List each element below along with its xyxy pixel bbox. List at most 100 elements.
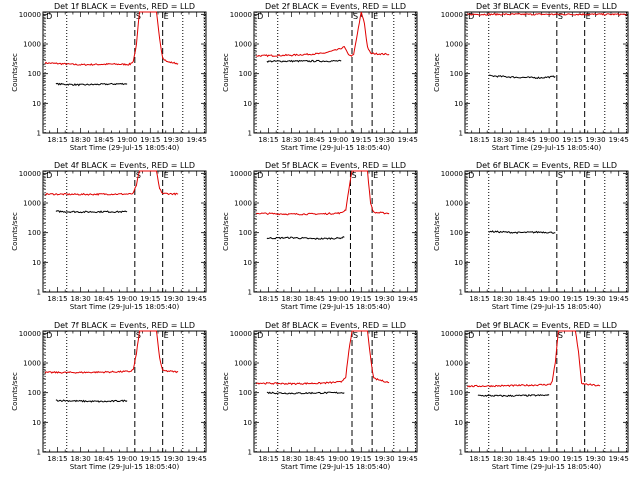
y-tick-label: 10000 [441,170,463,178]
panel-title: Det 7f BLACK = Events, RED = LLD [54,321,195,330]
x-tick-label: 19:15 [351,136,371,144]
x-tick-label: 19:30 [163,455,183,463]
panel-8: Det 8f BLACK = Events, RED = LLD 1 10 100 10… [222,321,418,471]
y-tick-label: 1 [459,289,463,297]
y-tick-label: 1000 [445,360,463,368]
y-tick-label: 10 [243,259,252,267]
y-tick-label: 100 [239,229,252,237]
x-axis-label: Start Time (29-Jul-15 18:05:40) [492,303,602,311]
x-tick-label: 19:45 [609,455,629,463]
x-tick-label: 19:15 [140,295,160,303]
x-tick-label: 18:30 [282,295,302,303]
panel-9: Det 9f BLACK = Events, RED = LLD 1 10 100 10… [433,321,629,471]
y-tick-label: 10000 [19,11,41,19]
y-tick-label: 100 [450,229,463,237]
marker-label-d: D [468,171,474,180]
marker-label-e: E [586,12,591,21]
panel-3: Det 3f BLACK = Events, RED = LLD 1 10 100 10… [433,2,629,152]
y-tick-label: 100 [28,70,41,78]
x-tick-label: 19:15 [351,455,371,463]
marker-label-s: S [136,331,141,340]
y-axis-label: Counts/sec [433,372,441,411]
x-tick-label: 18:45 [94,295,114,303]
y-axis-label: Counts/sec [433,53,441,92]
marker-label-d: D [468,12,474,21]
plot-frame [253,330,418,453]
panel-4: Det 4f BLACK = Events, RED = LLD 1 10 100 10… [11,161,207,311]
marker-label-e: E [586,331,591,340]
x-tick-label: 19:00 [117,295,137,303]
series-lld-line [467,330,601,388]
y-tick-label: 10000 [19,170,41,178]
x-tick-label: 19:15 [140,455,160,463]
panel-title: Det 6f BLACK = Events, RED = LLD [476,161,617,170]
y-tick-label: 1000 [234,360,252,368]
y-tick-label: 100 [239,389,252,397]
series-events-line [55,399,128,403]
y-tick-label: 1 [37,130,41,138]
x-tick-label: 18:45 [516,136,536,144]
x-tick-label: 19:30 [163,295,183,303]
x-tick-label: 19:15 [562,295,582,303]
series-events-line [488,230,556,235]
x-axis-label: Start Time (29-Jul-15 18:05:40) [281,303,391,311]
marker-label-e: E [164,171,169,180]
x-tick-label: 19:00 [539,455,559,463]
x-tick-label: 19:00 [539,136,559,144]
plot-frame [253,11,418,134]
series-events-line [488,74,556,80]
y-tick-label: 1 [248,449,252,457]
y-tick-label: 1 [37,449,41,457]
panel-5: Det 5f BLACK = Events, RED = LLD 1 10 100 10… [222,161,418,311]
x-tick-label: 18:30 [71,136,91,144]
y-tick-label: 1000 [234,41,252,49]
y-tick-label: 10 [32,100,41,108]
x-tick-label: 18:15 [47,455,67,463]
marker-label-e: E [373,12,378,21]
x-axis-label: Start Time (29-Jul-15 18:05:40) [281,144,391,152]
marker-label-s: S [558,171,563,180]
y-tick-label: 1000 [445,200,463,208]
plot-frame [42,330,207,453]
series-events-line [266,391,345,395]
panel-1: Det 1f BLACK = Events, RED = LLD 1 10 100 10… [11,2,207,152]
marker-label-d: D [257,12,263,21]
x-tick-label: 19:45 [398,136,418,144]
y-tick-label: 100 [450,389,463,397]
y-tick-label: 10 [32,259,41,267]
y-axis-label: Counts/sec [11,212,19,251]
x-tick-label: 18:30 [493,295,513,303]
y-tick-label: 1 [248,289,252,297]
y-tick-label: 1 [248,130,252,138]
x-tick-label: 19:45 [398,295,418,303]
marker-label-d: D [46,331,52,340]
x-tick-label: 18:45 [305,295,325,303]
marker-label-s: S [136,12,141,21]
x-tick-label: 18:30 [282,455,302,463]
x-tick-label: 18:15 [469,295,489,303]
marker-label-s: S [558,12,563,21]
y-axis-label: Counts/sec [222,372,230,411]
marker-label-e: E [164,331,169,340]
y-axis-label: Counts/sec [433,212,441,251]
x-tick-label: 18:15 [47,136,67,144]
x-tick-label: 19:15 [562,455,582,463]
x-tick-label: 18:15 [258,295,278,303]
x-tick-label: 19:30 [585,136,605,144]
x-tick-label: 18:30 [493,455,513,463]
x-tick-label: 19:00 [328,295,348,303]
panel-title: Det 8f BLACK = Events, RED = LLD [265,321,406,330]
marker-label-d: D [46,171,52,180]
marker-label-s: S [353,331,358,340]
plot-frame [464,170,629,293]
x-tick-label: 19:00 [328,136,348,144]
y-axis-label: Counts/sec [11,53,19,92]
x-tick-label: 19:15 [562,136,582,144]
series-lld-line [44,11,179,66]
y-tick-label: 1000 [23,360,41,368]
x-tick-label: 19:15 [351,295,371,303]
y-tick-label: 100 [450,70,463,78]
x-tick-label: 18:15 [469,455,489,463]
x-tick-label: 19:00 [117,136,137,144]
panel-title: Det 2f BLACK = Events, RED = LLD [265,2,406,11]
